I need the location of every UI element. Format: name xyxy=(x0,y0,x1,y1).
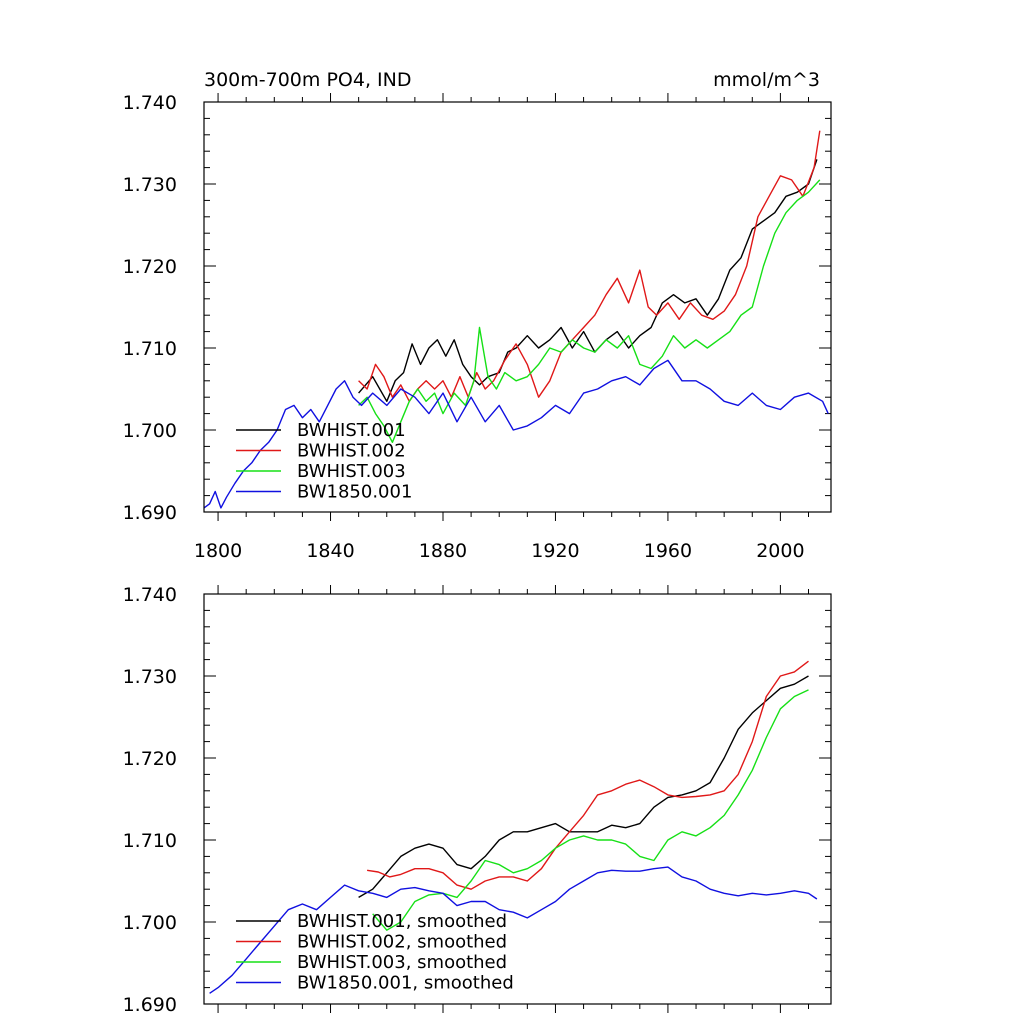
y-tick-label: 1.690 xyxy=(123,994,177,1016)
series-line-0 xyxy=(358,675,809,899)
x-tick-label: 2000 xyxy=(756,540,804,562)
bottom-panel: 1.690 1.700 1.710 1.720 1.730 1.740 BWHIST.00… xyxy=(123,584,832,1016)
plot-frame xyxy=(203,101,832,513)
y-tick-label: 1.700 xyxy=(123,420,177,442)
y-tick-label: 1.720 xyxy=(123,748,177,770)
axis-ticks: 1800 1840 1880 1920 1960 2000 1.690 1.700 1.710 1… xyxy=(123,92,831,562)
legend-label: BWHIST.003, smoothed xyxy=(297,952,507,973)
y-tick-label: 1.730 xyxy=(123,174,177,196)
series-line-2 xyxy=(372,689,809,931)
y-tick-label: 1.740 xyxy=(123,92,177,114)
series-line-0 xyxy=(358,159,818,402)
series-line-3 xyxy=(203,359,829,509)
y-tick-label: 1.730 xyxy=(123,666,177,688)
chart-title: 300m-700m PO4, IND xyxy=(204,69,411,91)
y-tick-label: 1.690 xyxy=(123,502,177,524)
legend-label: BWHIST.002 xyxy=(297,441,406,462)
y-tick-label: 1.740 xyxy=(123,584,177,606)
axis-ticks: 1.690 1.700 1.710 1.720 1.730 1.740 xyxy=(123,584,831,1016)
series-line-1 xyxy=(366,660,809,890)
y-tick-label: 1.700 xyxy=(123,912,177,934)
x-tick-label: 1840 xyxy=(306,540,354,562)
series-line-3 xyxy=(209,866,818,994)
legend-label: BWHIST.003 xyxy=(297,461,406,482)
legend-label: BWHIST.002, smoothed xyxy=(297,932,507,953)
y-tick-label: 1.710 xyxy=(123,830,177,852)
units-label: mmol/m^3 xyxy=(713,69,820,91)
plot-lines xyxy=(209,660,818,994)
y-tick-label: 1.720 xyxy=(123,256,177,278)
legend-label: BW1850.001 xyxy=(297,482,412,503)
x-tick-label: 1960 xyxy=(644,540,692,562)
legend-label: BWHIST.001, smoothed xyxy=(297,911,507,932)
x-tick-label: 1880 xyxy=(419,540,467,562)
x-tick-label: 1800 xyxy=(194,540,242,562)
plot-frame xyxy=(203,593,832,1005)
top-panel: 300m-700m PO4, IND mmol/m^3 1800 1840 1880… xyxy=(123,69,832,562)
legend-label: BWHIST.001 xyxy=(297,420,406,441)
y-tick-label: 1.710 xyxy=(123,338,177,360)
plot-lines xyxy=(203,130,829,509)
legend-label: BW1850.001, smoothed xyxy=(297,973,514,994)
series-line-1 xyxy=(358,130,821,402)
x-tick-label: 1920 xyxy=(531,540,579,562)
series-line-2 xyxy=(358,179,821,443)
